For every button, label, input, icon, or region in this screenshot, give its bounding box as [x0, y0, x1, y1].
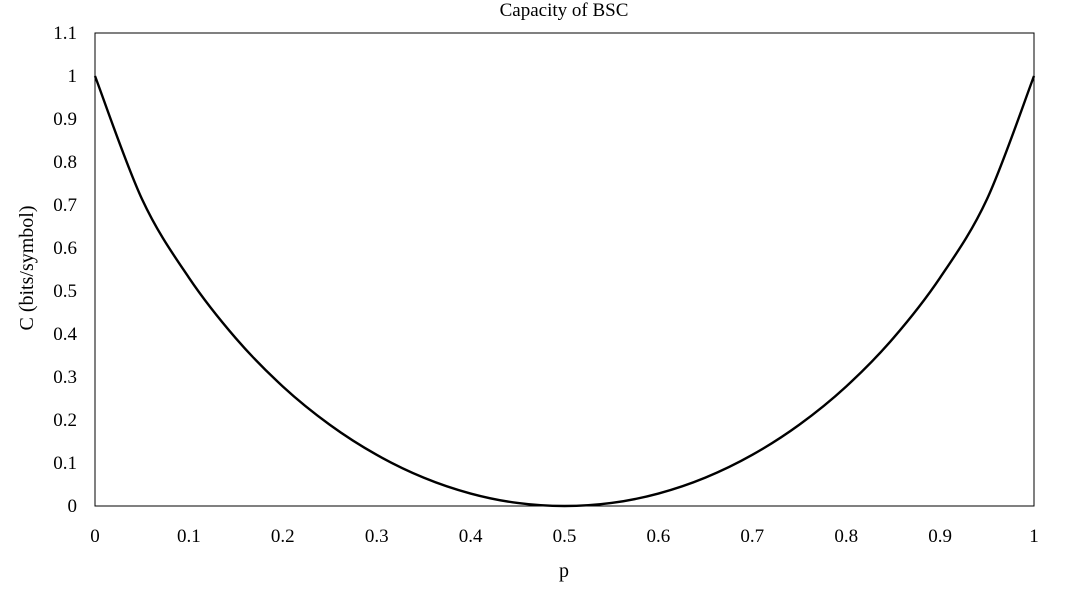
- x-tick-label: 0.9: [928, 526, 952, 547]
- x-tick-label: 0.5: [553, 526, 577, 547]
- x-tick-label: 0.2: [271, 526, 295, 547]
- y-axis-ticks: 0 0.1 0.2 0.3 0.4 0.5 0.6 0.7 0.8 0.9 1 1.1: [53, 23, 77, 517]
- series-line-capacity: [93, 75, 1036, 508]
- x-tick-label: 1: [1029, 526, 1039, 547]
- y-tick-label: 0.5: [53, 281, 77, 302]
- chart-title: Capacity of BSC: [500, 0, 629, 21]
- y-axis-title: C (bits/symbol): [16, 205, 38, 330]
- x-tick-label: 0.4: [459, 526, 483, 547]
- y-tick-label: 1.1: [53, 23, 77, 44]
- x-tick-label: 0.6: [647, 526, 671, 547]
- x-axis-title: p: [559, 560, 569, 582]
- x-tick-label: 0: [90, 526, 100, 547]
- y-tick-label: 0.4: [53, 324, 77, 345]
- y-tick-label: 0: [68, 496, 78, 517]
- series-layer: [93, 75, 1036, 508]
- y-tick-label: 0.9: [53, 109, 77, 130]
- x-tick-label: 0.3: [365, 526, 389, 547]
- y-tick-label: 0.6: [53, 238, 77, 259]
- plot-frame: [94, 32, 1035, 507]
- y-tick-label: 0.8: [53, 152, 77, 173]
- x-axis-ticks: 0 0.1 0.2 0.3 0.4 0.5 0.6 0.7 0.8 0.9 1: [90, 526, 1039, 547]
- y-tick-label: 0.7: [53, 195, 77, 216]
- x-tick-label: 0.1: [177, 526, 201, 547]
- y-tick-label: 0.3: [53, 367, 77, 388]
- x-tick-label: 0.7: [740, 526, 764, 547]
- y-tick-label: 0.2: [53, 410, 77, 431]
- x-tick-label: 0.8: [834, 526, 858, 547]
- y-tick-label: 0.1: [53, 453, 77, 474]
- y-tick-label: 1: [68, 66, 78, 87]
